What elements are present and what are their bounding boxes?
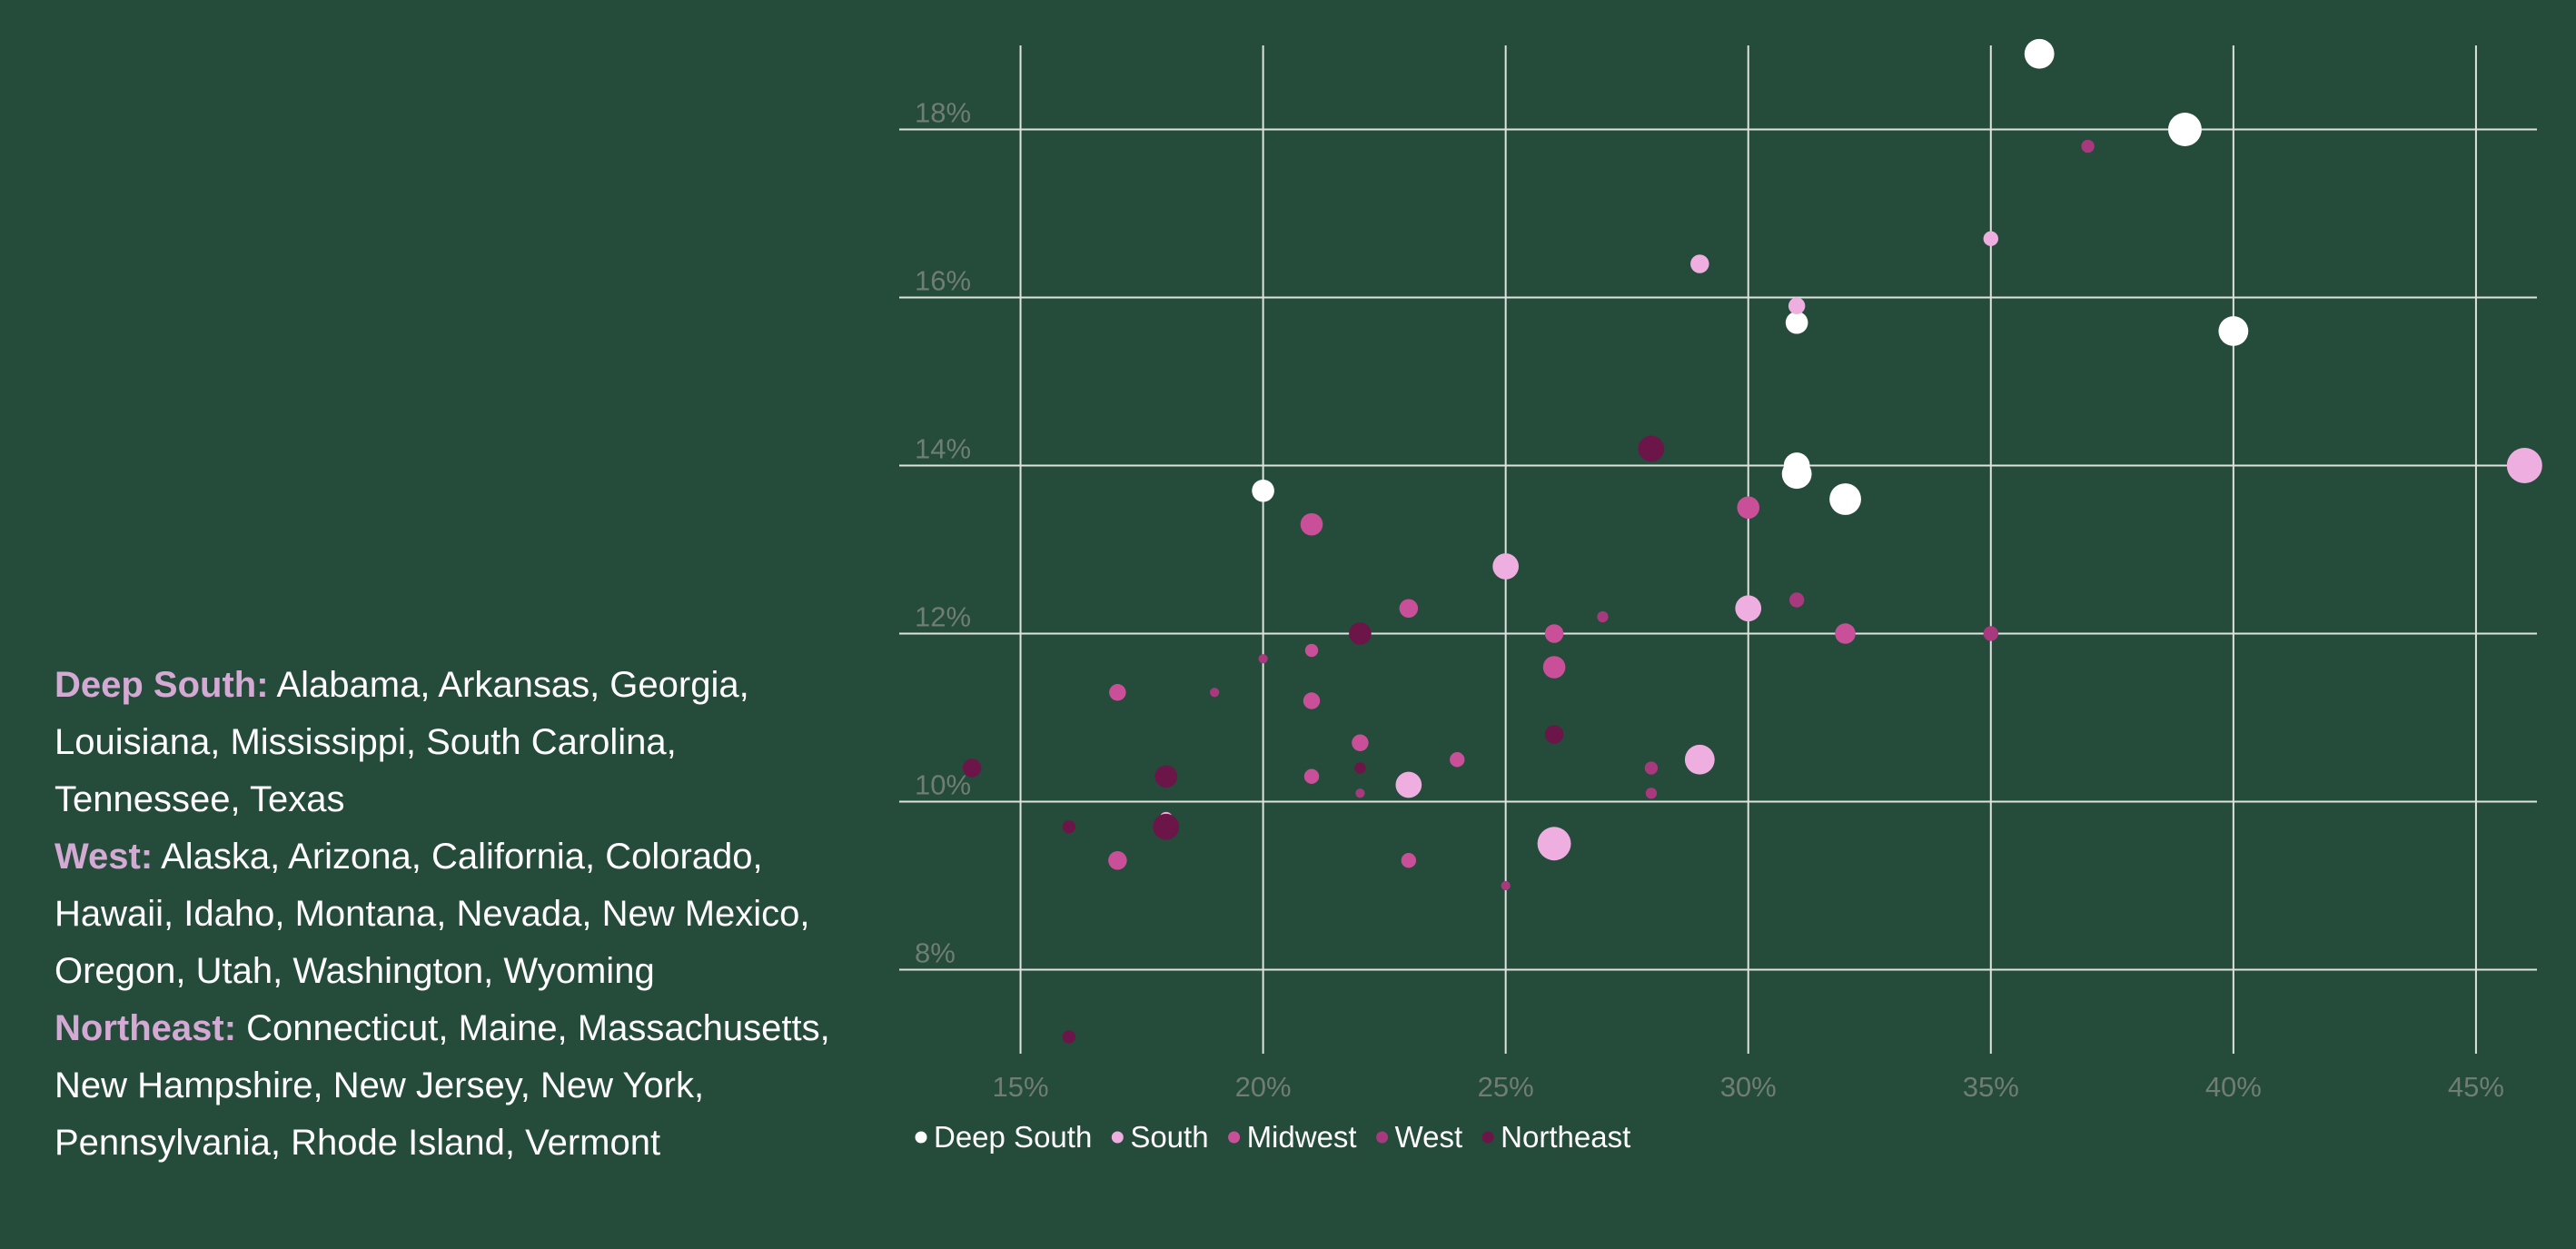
data-point-south[interactable] <box>1690 254 1709 273</box>
y-tick-label: 16% <box>915 265 971 297</box>
data-point-south[interactable] <box>1983 231 1998 246</box>
data-point-northeast[interactable] <box>1154 765 1178 788</box>
data-point-south[interactable] <box>1395 771 1422 798</box>
data-point-midwest[interactable] <box>1303 692 1321 709</box>
data-point-northeast[interactable] <box>1638 435 1665 462</box>
legend-marker-south <box>1111 1131 1124 1144</box>
data-point-south[interactable] <box>1735 595 1762 622</box>
x-tick-label: 15% <box>993 1071 1049 1103</box>
data-point-deep-south[interactable] <box>1829 483 1861 515</box>
data-point-deep-south[interactable] <box>2024 38 2055 69</box>
region-label: Northeast: <box>54 1008 237 1048</box>
data-point-northeast[interactable] <box>1062 820 1076 834</box>
data-point-south[interactable] <box>2506 448 2542 483</box>
legend-marker-deep-south <box>915 1131 927 1144</box>
data-point-south[interactable] <box>1492 553 1520 580</box>
data-point-deep-south[interactable] <box>1781 459 1812 490</box>
data-point-west[interactable] <box>1788 592 1805 608</box>
data-points <box>962 38 2542 1044</box>
region-note-northeast: Northeast: Connecticut, Maine, Massachus… <box>54 1000 836 1172</box>
data-point-northeast[interactable] <box>1153 813 1180 840</box>
data-point-deep-south[interactable] <box>2218 316 2249 346</box>
data-point-deep-south[interactable] <box>1252 479 1274 502</box>
data-point-midwest[interactable] <box>1303 768 1320 784</box>
legend-label-midwest: Midwest <box>1247 1120 1357 1154</box>
tick-labels: 15% 20% 25% 30% 35% 40% 45% 8% 10% 12% 14% 16% 18% <box>915 97 2504 1104</box>
data-point-south[interactable] <box>1684 744 1715 775</box>
x-tick-label: 30% <box>1720 1071 1777 1103</box>
x-tick-label: 40% <box>2205 1071 2262 1103</box>
data-point-midwest[interactable] <box>1544 624 1564 643</box>
data-point-west[interactable] <box>1501 880 1511 891</box>
data-point-northeast[interactable] <box>1354 762 1366 774</box>
y-tick-label: 18% <box>915 97 971 129</box>
region-states: Alaska, Arizona, California, Colorado, H… <box>54 837 810 991</box>
data-point-west[interactable] <box>1597 610 1609 623</box>
data-point-south[interactable] <box>1788 297 1806 314</box>
data-point-west[interactable] <box>1210 688 1220 698</box>
data-point-west[interactable] <box>1645 788 1658 799</box>
data-point-midwest[interactable] <box>1304 643 1319 658</box>
data-point-west[interactable] <box>2081 139 2095 154</box>
data-point-northeast[interactable] <box>1544 725 1564 744</box>
legend: Deep South South Midwest West Northeast <box>915 1120 1630 1154</box>
data-point-midwest[interactable] <box>1300 512 1323 536</box>
data-point-northeast[interactable] <box>962 758 982 778</box>
legend-label-south: South <box>1130 1120 1208 1154</box>
y-tick-label: 12% <box>915 601 971 633</box>
region-note-west: West: Alaska, Arizona, California, Color… <box>54 828 836 1000</box>
x-tick-label: 25% <box>1478 1071 1534 1103</box>
y-tick-label: 14% <box>915 433 971 465</box>
grid <box>899 45 2537 1054</box>
data-point-west[interactable] <box>1644 761 1659 775</box>
region-label: West: <box>54 837 154 877</box>
data-point-midwest[interactable] <box>1542 656 1566 679</box>
data-point-midwest[interactable] <box>1108 851 1127 870</box>
region-definitions: Deep South: Alabama, Arkansas, Georgia, … <box>54 657 836 1172</box>
legend-label-northeast: Northeast <box>1501 1120 1630 1154</box>
data-point-midwest[interactable] <box>1401 853 1417 868</box>
data-point-deep-south[interactable] <box>2167 113 2202 146</box>
region-label: Deep South: <box>54 665 269 705</box>
data-point-northeast[interactable] <box>1062 1030 1076 1044</box>
x-tick-label: 20% <box>1235 1071 1292 1103</box>
data-point-midwest[interactable] <box>1109 684 1126 701</box>
data-point-deep-south[interactable] <box>1785 311 1808 334</box>
data-point-midwest[interactable] <box>1737 496 1760 520</box>
legend-marker-west <box>1376 1131 1389 1144</box>
data-point-west[interactable] <box>1355 788 1365 798</box>
region-note-deep-south: Deep South: Alabama, Arkansas, Georgia, … <box>54 657 836 828</box>
data-point-west[interactable] <box>1258 654 1268 664</box>
data-point-midwest[interactable] <box>1399 599 1419 619</box>
data-point-midwest[interactable] <box>1352 734 1369 751</box>
x-tick-label: 45% <box>2448 1071 2504 1103</box>
legend-label-west: West <box>1395 1120 1463 1154</box>
region-states: Alabama, Arkansas, Georgia, Louisiana, M… <box>54 665 749 819</box>
y-tick-label: 8% <box>915 937 956 969</box>
legend-marker-northeast <box>1481 1131 1494 1144</box>
data-point-midwest[interactable] <box>1450 752 1465 768</box>
y-tick-label: 10% <box>915 769 971 801</box>
data-point-midwest[interactable] <box>1835 623 1856 644</box>
x-tick-label: 35% <box>1963 1071 2019 1103</box>
data-point-northeast[interactable] <box>1349 622 1372 645</box>
region-states: Connecticut, Maine, Massachusetts, New H… <box>54 1008 830 1163</box>
legend-marker-midwest <box>1228 1131 1241 1144</box>
data-point-west[interactable] <box>1983 626 1998 641</box>
legend-label-deep-south: Deep South <box>934 1120 1092 1154</box>
data-point-south[interactable] <box>1537 827 1571 861</box>
